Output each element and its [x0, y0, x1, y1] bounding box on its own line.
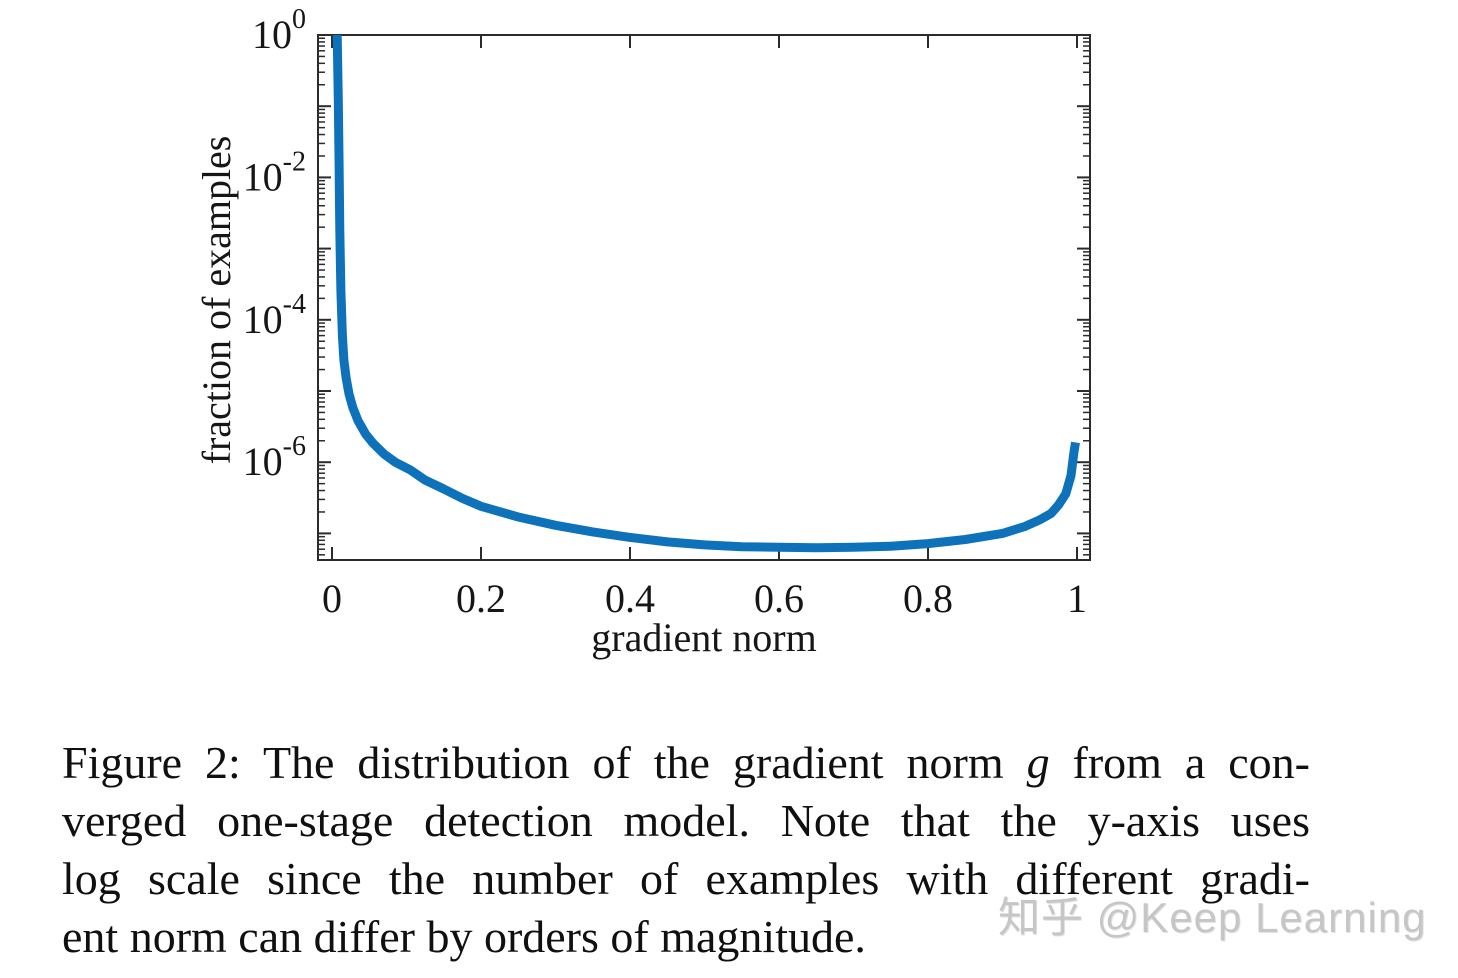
caption-text: verged one-stage detection model. Note t… — [62, 795, 1310, 846]
caption-math-symbol: g — [1026, 737, 1050, 788]
caption-line: verged one-stage detection model. Note t… — [62, 792, 1310, 850]
y-axis-label: fraction of examples — [194, 136, 239, 465]
watermark: 知乎 @Keep Learning — [998, 894, 1427, 941]
x-tick-label: 0.8 — [903, 576, 953, 621]
x-tick-label: 1 — [1067, 576, 1087, 621]
y-tick-label: 10-2 — [243, 146, 306, 199]
caption-line: ent norm can differ by orders of magnitu… — [62, 908, 1310, 966]
y-tick-label: 100 — [252, 4, 306, 57]
caption-text: ent norm can differ by orders of magnitu… — [62, 911, 866, 962]
caption-line: Figure 2: The distribution of the gradie… — [62, 734, 1310, 792]
caption-text: from a con- — [1049, 737, 1311, 788]
x-tick-label: 0.2 — [456, 576, 506, 621]
x-tick-label: 0 — [322, 576, 342, 621]
x-tick-label: 0.6 — [754, 576, 804, 621]
x-axis-label: gradient norm — [591, 615, 817, 660]
plot-box — [317, 34, 1091, 561]
figure-caption: Figure 2: The distribution of the gradie… — [62, 734, 1310, 966]
caption-text: log scale since the number of examples w… — [62, 853, 1310, 904]
y-tick-label: 10-6 — [243, 431, 306, 484]
data-curve — [332, 35, 1080, 553]
y-tick-label: 10-4 — [243, 289, 306, 342]
caption-text: Figure 2: The distribution of the gradie… — [62, 737, 1027, 788]
x-tick-label: 0.4 — [605, 576, 655, 621]
caption-line: log scale since the number of examples w… — [62, 850, 1310, 908]
